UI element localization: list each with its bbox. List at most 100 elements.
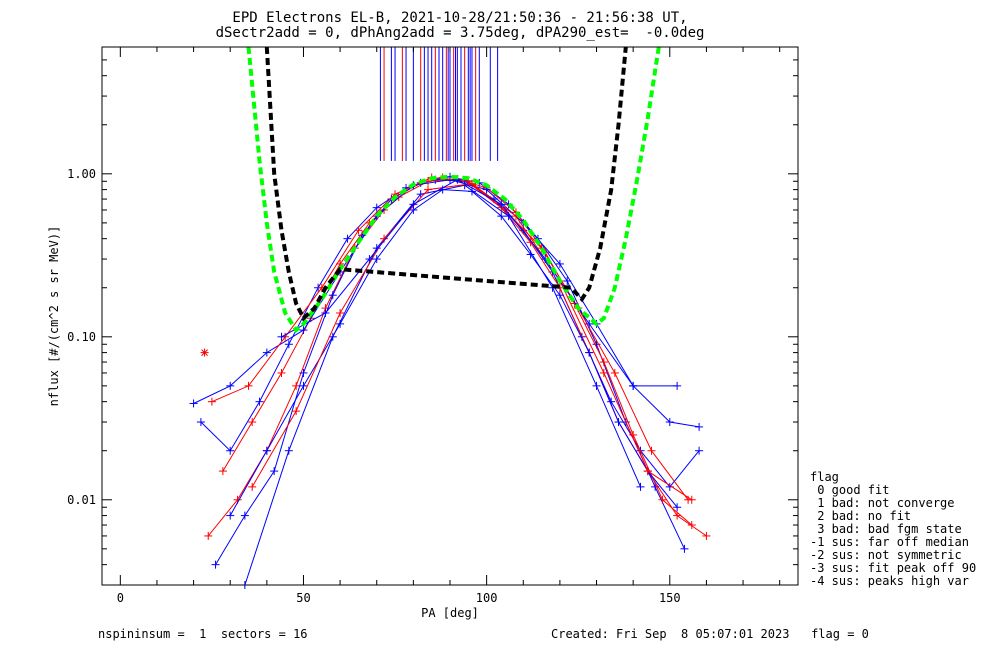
x-axis-label: PA [deg] [421, 606, 479, 620]
data-point [321, 308, 330, 317]
x-tick-label: 150 [659, 591, 681, 605]
data-point [292, 381, 301, 390]
legend-item: -3 sus: fit peak off 90 [810, 561, 977, 575]
fit-curve [264, 46, 628, 322]
data-point [610, 368, 619, 377]
data-point [687, 495, 696, 504]
data-point [328, 332, 337, 341]
data-point [665, 418, 674, 427]
data-point [218, 467, 227, 476]
data-point [255, 397, 264, 406]
data-point [354, 226, 363, 235]
series-line [222, 178, 693, 526]
legend-item: -1 sus: far off median [810, 535, 969, 549]
legend-item: -2 sus: not symmetric [810, 548, 962, 562]
fit-curves [246, 46, 661, 334]
data-point [592, 381, 601, 390]
data-point [248, 482, 257, 491]
footer-spin-info: nspininsum = 1 sectors = 16 [98, 627, 308, 641]
fit-curve [246, 46, 661, 334]
data-point [409, 200, 418, 209]
data-point [262, 348, 271, 357]
legend-item: -4 sus: peaks high var [810, 574, 969, 588]
data-point [673, 503, 682, 512]
data-point [497, 200, 506, 209]
data-point [207, 397, 216, 406]
axis-ticks [102, 46, 798, 586]
data-point [629, 381, 638, 390]
asterisk-marker [200, 348, 209, 357]
data-point [372, 255, 381, 264]
data-point [467, 179, 476, 188]
data-point [284, 446, 293, 455]
data-point [299, 368, 308, 377]
data-point [497, 212, 506, 221]
legend-item: 3 bad: bad fgm state [810, 522, 962, 536]
chart-title-line-1: EPD Electrons EL-B, 2021-10-28/21:50:36 … [232, 10, 688, 26]
data-point [636, 482, 645, 491]
series-line [281, 179, 678, 387]
data-point [244, 381, 253, 390]
series-line [211, 176, 689, 501]
flag-legend: flag 0 good fit 1 bad: not converge 2 ba… [810, 471, 976, 588]
data-point [226, 511, 235, 520]
y-tick-label: 0.01 [67, 493, 96, 507]
data-point [467, 187, 476, 196]
data-point [196, 418, 205, 427]
y-tick-label: 1.00 [67, 167, 96, 181]
data-point [189, 399, 198, 408]
data-point [695, 446, 704, 455]
data-point [585, 319, 594, 328]
data-point [226, 381, 235, 390]
data-point [680, 544, 689, 553]
data-point [284, 340, 293, 349]
data-point [343, 234, 352, 243]
data-point [299, 381, 308, 390]
legend-item: 0 good fit [810, 483, 890, 497]
chart-title-line-2: dSectr2add = 0, dPhAng2add = 3.75deg, dP… [215, 25, 705, 41]
y-axis-label: nflux [#/(cm^2 s sr MeV)] [47, 226, 61, 407]
data-point [292, 407, 301, 416]
data-point [695, 422, 704, 431]
data-point [585, 348, 594, 357]
legend-item: 2 bad: no fit [810, 509, 912, 523]
x-tick-label: 50 [296, 591, 310, 605]
data-point [555, 259, 564, 268]
data-point [204, 531, 213, 540]
special-markers [200, 348, 209, 357]
data-point [270, 467, 279, 476]
legend-title: flag [810, 470, 839, 484]
data-point [599, 358, 608, 367]
x-tick-label: 0 [117, 591, 124, 605]
data-point [328, 291, 337, 300]
data-point [599, 368, 608, 377]
legend-item: 1 bad: not converge [810, 496, 955, 510]
series-line [215, 176, 685, 565]
axis-tick-labels: 0 50 100 150 0.01 0.10 1.00 [67, 167, 681, 605]
footer-created-info: Created: Fri Sep 8 05:07:01 2023 flag = … [551, 627, 869, 641]
data-point [277, 368, 286, 377]
vertical-marker-lines [379, 47, 499, 161]
data-point [555, 291, 564, 300]
data-point [424, 185, 433, 194]
data-point [262, 446, 271, 455]
data-point [336, 308, 345, 317]
series-line [200, 179, 700, 488]
data-point [687, 521, 696, 530]
data-point [248, 418, 257, 427]
data-point [643, 467, 652, 476]
x-tick-label: 100 [476, 591, 498, 605]
data-point [240, 511, 249, 520]
data-point [647, 446, 656, 455]
data-point [365, 255, 374, 264]
data-point [211, 560, 220, 569]
data-point [673, 381, 682, 390]
data-point [226, 446, 235, 455]
data-point [614, 418, 623, 427]
data-point [658, 495, 667, 504]
data-point [277, 332, 286, 341]
data-point [299, 326, 308, 335]
series-line [244, 184, 641, 586]
data-point [372, 203, 381, 212]
